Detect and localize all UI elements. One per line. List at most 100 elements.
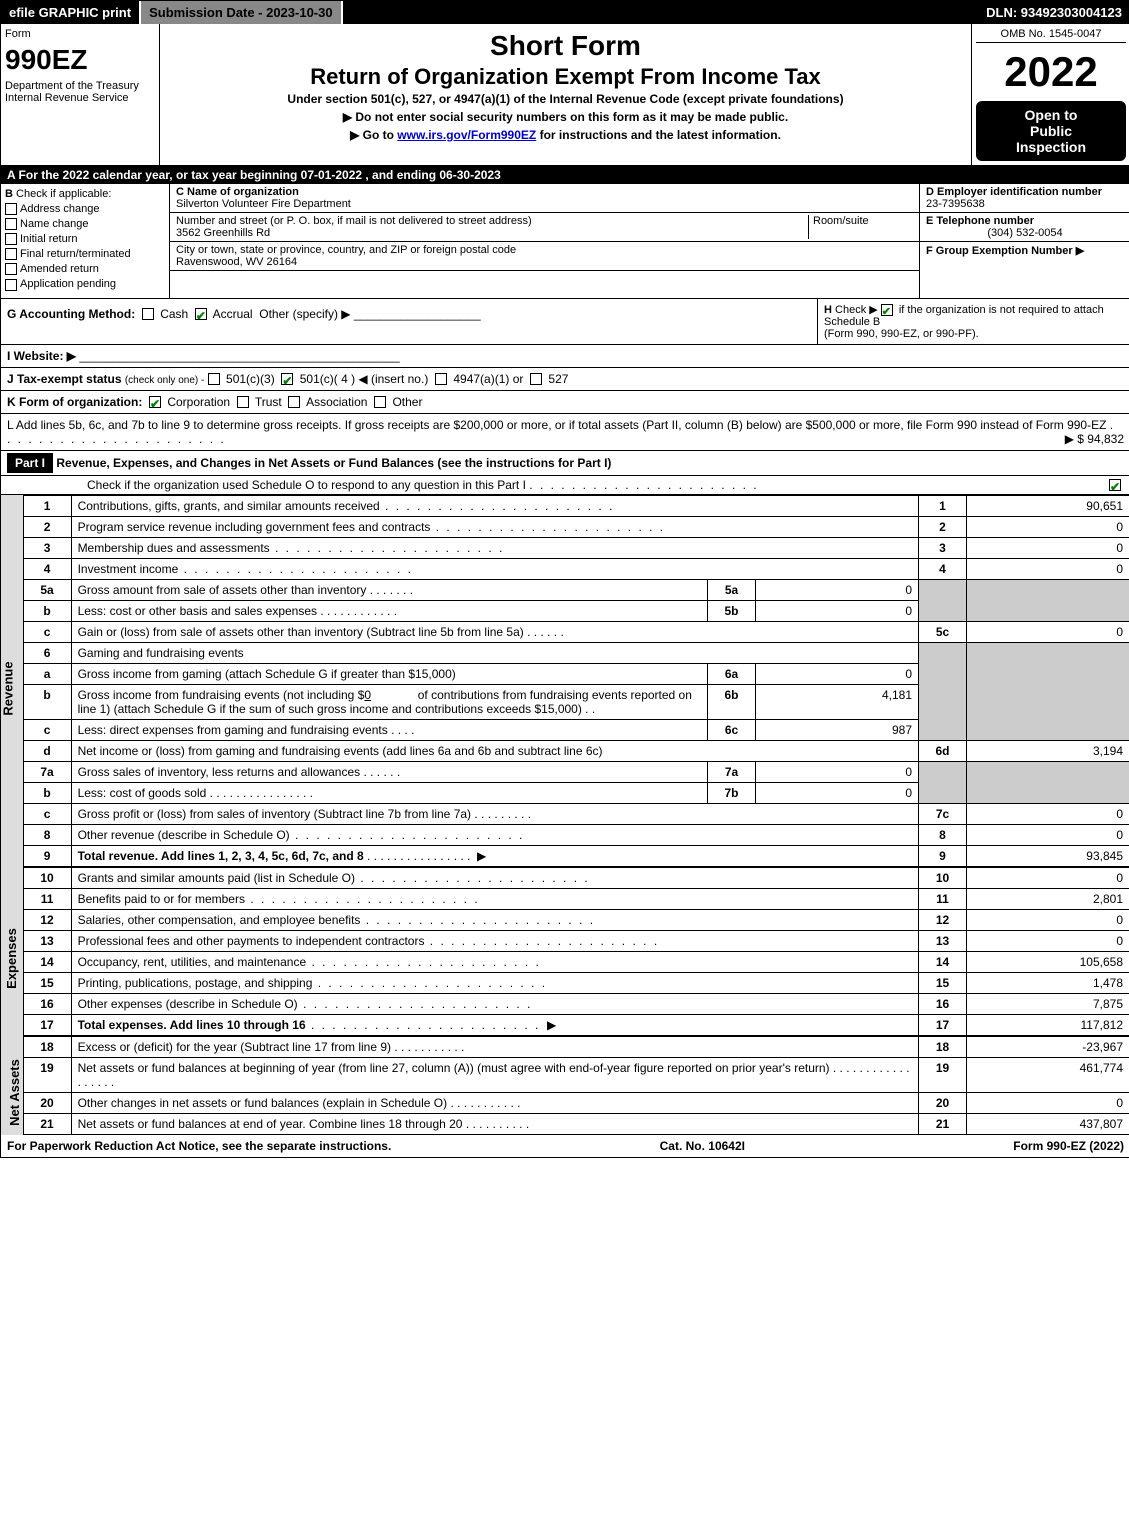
checkbox-h[interactable]: ✔	[881, 304, 893, 316]
net-assets-section: Net Assets 18 Excess or (deficit) for th…	[1, 1036, 1129, 1135]
checkbox-application-pending[interactable]	[5, 279, 17, 291]
line-no: b	[24, 600, 72, 621]
line-ref: 18	[919, 1036, 967, 1057]
part-1-check-row: Check if the organization used Schedule …	[1, 476, 1129, 495]
checkbox-cash[interactable]	[142, 308, 154, 320]
checkbox-address-change[interactable]	[5, 203, 17, 215]
sub-value: 4,181	[756, 684, 919, 719]
revenue-table: 1 Contributions, gifts, grants, and simi…	[24, 495, 1129, 867]
submission-date: Submission Date - 2023-10-30	[141, 1, 343, 24]
net-assets-tab-label: Net Assets	[7, 1059, 22, 1126]
sections-d-e-f: D Employer identification number 23-7395…	[919, 184, 1129, 298]
h-text3: (Form 990, 990-EZ, or 990-PF).	[824, 328, 979, 340]
b-check-label: Check if applicable:	[16, 188, 111, 200]
checkbox-accrual[interactable]: ✔	[195, 308, 207, 320]
form-header: Form 990EZ Department of the Treasury In…	[1, 24, 1129, 166]
net-assets-table: 18 Excess or (deficit) for the year (Sub…	[24, 1036, 1129, 1135]
checkmark-icon: ✔	[150, 397, 160, 411]
checkbox-assoc[interactable]	[288, 396, 300, 408]
line-desc: Grants and similar amounts paid (list in…	[78, 871, 355, 885]
inspection-line2: Public	[982, 123, 1120, 139]
line-desc: Gross income from gaming (attach Schedul…	[71, 663, 707, 684]
efile-graphic-print[interactable]: efile GRAPHIC print	[1, 1, 141, 24]
line-17: 17 Total expenses. Add lines 10 through …	[24, 1014, 1129, 1035]
line-no: 16	[24, 993, 72, 1014]
line-6: 6 Gaming and fundraising events	[24, 642, 1129, 663]
short-form-title: Short Form	[164, 30, 967, 62]
line-ref: 3	[919, 537, 967, 558]
form-number: 990EZ	[5, 44, 155, 76]
label-4947: 4947(a)(1) or	[453, 372, 523, 386]
label-other-method: Other (specify) ▶	[259, 307, 350, 321]
line-desc: Gross amount from sale of assets other t…	[78, 583, 367, 597]
irs-link[interactable]: www.irs.gov/Form990EZ	[397, 128, 536, 142]
label-corp: Corporation	[167, 395, 230, 409]
checkbox-501c3[interactable]	[208, 373, 220, 385]
desc-val: 0	[364, 688, 371, 702]
checkbox-amended-return[interactable]	[5, 263, 17, 275]
expenses-table: 10 Grants and similar amounts paid (list…	[24, 867, 1129, 1036]
line-amount: 0	[967, 621, 1129, 642]
sub-value: 0	[756, 663, 919, 684]
line-amount: 0	[967, 1092, 1129, 1113]
checkbox-initial-return[interactable]	[5, 233, 17, 245]
line-amount: 0	[967, 867, 1129, 888]
form-id-box: Form 990EZ Department of the Treasury In…	[1, 24, 160, 165]
line-no: 14	[24, 951, 72, 972]
label-final-return: Final return/terminated	[20, 248, 131, 260]
sub-ref: 5b	[708, 600, 756, 621]
org-street: 3562 Greenhills Rd	[176, 227, 270, 239]
part-1-check-text: Check if the organization used Schedule …	[7, 478, 1109, 492]
dept-treasury: Department of the Treasury	[5, 80, 155, 92]
section-k-org-form: K Form of organization: ✔ Corporation Tr…	[1, 391, 1129, 414]
line-amount: 0	[967, 558, 1129, 579]
org-name: Silverton Volunteer Fire Department	[176, 198, 351, 210]
line-ref: 2	[919, 516, 967, 537]
line-amount: 7,875	[967, 993, 1129, 1014]
part-1-label: Part I	[7, 453, 53, 473]
city-label: City or town, state or province, country…	[176, 244, 516, 256]
line-no: b	[24, 684, 72, 719]
section-l-gross-receipts: L Add lines 5b, 6c, and 7b to line 9 to …	[1, 414, 1129, 451]
label-address-change: Address change	[20, 203, 100, 215]
shaded-cell	[967, 642, 1129, 740]
line-no: 11	[24, 888, 72, 909]
line-desc: Contributions, gifts, grants, and simila…	[78, 499, 380, 513]
line-amount: 0	[967, 537, 1129, 558]
street-label: Number and street (or P. O. box, if mail…	[176, 215, 532, 227]
checkbox-501c[interactable]: ✔	[281, 373, 293, 385]
expenses-tab-label: Expenses	[4, 928, 19, 989]
footer-left: For Paperwork Reduction Act Notice, see …	[7, 1139, 391, 1153]
line-desc: Less: cost or other basis and sales expe…	[78, 604, 317, 618]
checkbox-other-org[interactable]	[374, 396, 386, 408]
section-j-tax-exempt: J Tax-exempt status (check only one) - 5…	[1, 368, 1129, 391]
checkbox-527[interactable]	[530, 373, 542, 385]
label-assoc: Association	[306, 395, 367, 409]
label-accrual: Accrual	[213, 307, 253, 321]
checkbox-trust[interactable]	[237, 396, 249, 408]
b-label: B	[5, 188, 13, 200]
part-1-check-text-inner: Check if the organization used Schedule …	[87, 478, 526, 492]
checkbox-4947[interactable]	[435, 373, 447, 385]
shaded-cell	[919, 761, 967, 803]
sub-value: 0	[756, 782, 919, 803]
line-desc: Other revenue (describe in Schedule O)	[78, 828, 290, 842]
line-15: 15 Printing, publications, postage, and …	[24, 972, 1129, 993]
checkbox-corp[interactable]: ✔	[149, 396, 161, 408]
part-1-title: Revenue, Expenses, and Changes in Net As…	[56, 456, 1124, 470]
line-desc: Membership dues and assessments	[78, 541, 270, 555]
checkbox-final-return[interactable]	[5, 248, 17, 260]
line-ref: 11	[919, 888, 967, 909]
line-ref: 8	[919, 824, 967, 845]
checkbox-name-change[interactable]	[5, 218, 17, 230]
dots	[529, 478, 758, 492]
line-desc: Gaming and fundraising events	[71, 642, 918, 663]
checkbox-schedule-o[interactable]: ✔	[1109, 479, 1121, 491]
line-desc: Gain or (loss) from sale of assets other…	[78, 625, 524, 639]
line-20: 20 Other changes in net assets or fund b…	[24, 1092, 1129, 1113]
line-no: 18	[24, 1036, 72, 1057]
line-amount: 461,774	[967, 1057, 1129, 1092]
line-ref: 6d	[919, 740, 967, 761]
sub-ref: 6a	[708, 663, 756, 684]
line-desc: Benefits paid to or for members	[78, 892, 245, 906]
